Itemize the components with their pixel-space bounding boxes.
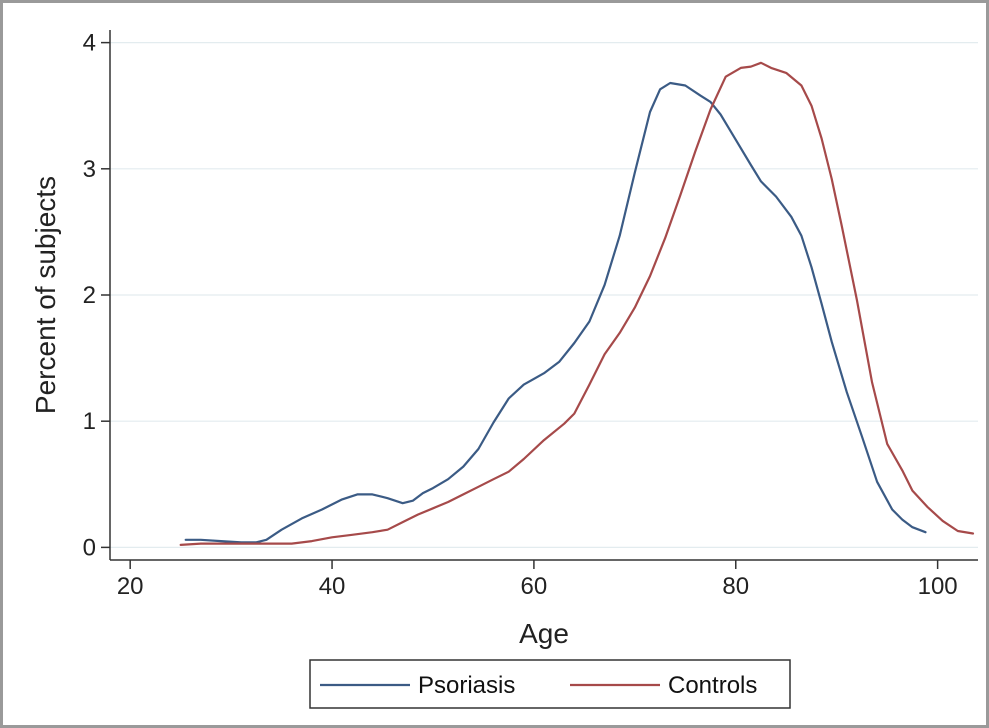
y-tick-label: 3	[83, 156, 96, 183]
x-tick-label: 100	[918, 573, 958, 600]
legend: Psoriasis Controls	[309, 659, 791, 709]
y-tick-label: 4	[83, 30, 96, 57]
series-group	[179, 61, 975, 547]
y-tick-label: 0	[83, 534, 96, 561]
y-axis-title: Percent of subjects	[30, 176, 61, 414]
y-tick-label: 1	[83, 408, 96, 435]
x-tick-label: 20	[117, 573, 144, 600]
legend-label-controls: Controls	[668, 672, 757, 699]
x-axis-title: Age	[519, 618, 569, 649]
x-tick-label: 80	[722, 573, 749, 600]
axes: 0 1 2 3 4 20 40 60 80 100	[83, 30, 978, 600]
series-line-psoriasis	[184, 81, 927, 544]
series-line-controls	[179, 61, 975, 547]
legend-label-psoriasis: Psoriasis	[418, 672, 515, 699]
x-tick-label: 40	[319, 573, 346, 600]
x-tick-label: 60	[521, 573, 548, 600]
y-tick-label: 2	[83, 282, 96, 309]
gridlines	[110, 42, 978, 548]
